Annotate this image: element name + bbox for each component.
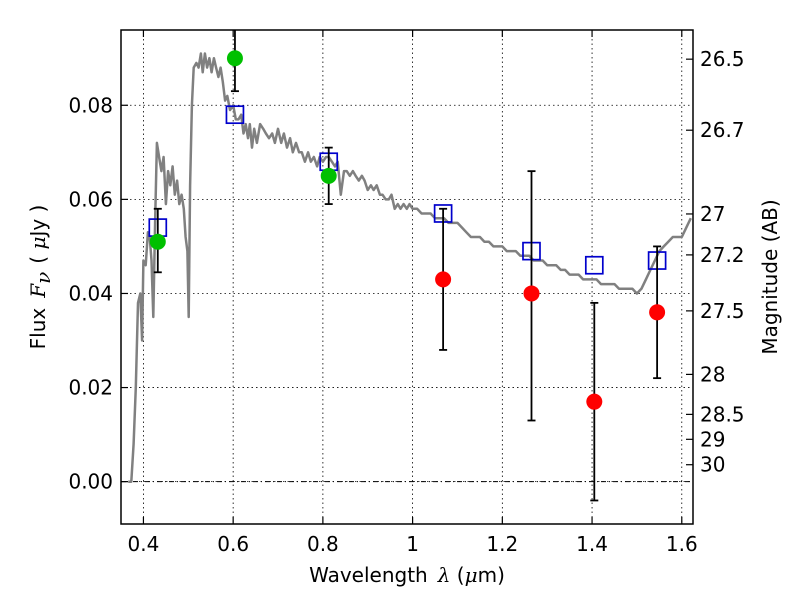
- model-flux-square: [225, 105, 245, 125]
- right-tick-label: 27.5: [700, 299, 745, 323]
- observed-flux-point-red: [649, 304, 666, 321]
- right-tick-label: 29: [700, 427, 725, 451]
- right-tick-label: 27.2: [700, 243, 745, 267]
- plot-data: [128, 30, 692, 502]
- right-axis-label: Magnitude (AB): [758, 199, 782, 354]
- observed-flux-point-red: [586, 393, 603, 410]
- x-tick-label: 1.6: [666, 532, 698, 556]
- observed-flux-point-red: [523, 285, 540, 302]
- x-tick-label: 0.4: [128, 532, 160, 556]
- observed-flux-point-green: [149, 233, 166, 250]
- template-spectrum-line: [128, 52, 692, 483]
- observed-flux-point-green: [320, 167, 337, 184]
- x-tick-label: 1.2: [486, 532, 518, 556]
- y-tick-label: 0.02: [68, 376, 113, 400]
- right-tick-label: 26.5: [700, 47, 745, 71]
- observed-flux-point-green: [226, 50, 243, 67]
- observed-flux-point-red: [435, 271, 452, 288]
- plot-frame: [120, 29, 694, 525]
- x-tick-label: 1: [406, 532, 419, 556]
- right-tick-label: 28.5: [700, 402, 745, 426]
- y-tick-label: 0.04: [68, 281, 113, 305]
- right-tick-label: 26.7: [700, 118, 745, 142]
- axis-ticks: [121, 30, 693, 524]
- y-tick-label: 0.06: [68, 187, 113, 211]
- grid-lines: [121, 30, 693, 524]
- y-tick-label: 0.00: [68, 470, 113, 494]
- x-tick-label: 1.4: [576, 532, 608, 556]
- right-tick-label: 27: [700, 202, 725, 226]
- tick-labels: 0.4 0.6 0.8 1 1.2 1.4 1.6 0.00 0.02 0.04 0.06 0.08 2…: [68, 47, 744, 556]
- y-axis-label: FluxFν( μJy ): [26, 205, 55, 350]
- x-tick-label: 0.6: [217, 532, 249, 556]
- x-axis-label: Wavelength λ (μm): [309, 563, 505, 587]
- x-tick-label: 0.8: [307, 532, 339, 556]
- right-tick-label: 30: [700, 453, 725, 477]
- model-flux-square: [584, 255, 604, 275]
- right-tick-label: 28: [700, 362, 725, 386]
- y-tick-label: 0.08: [68, 93, 113, 117]
